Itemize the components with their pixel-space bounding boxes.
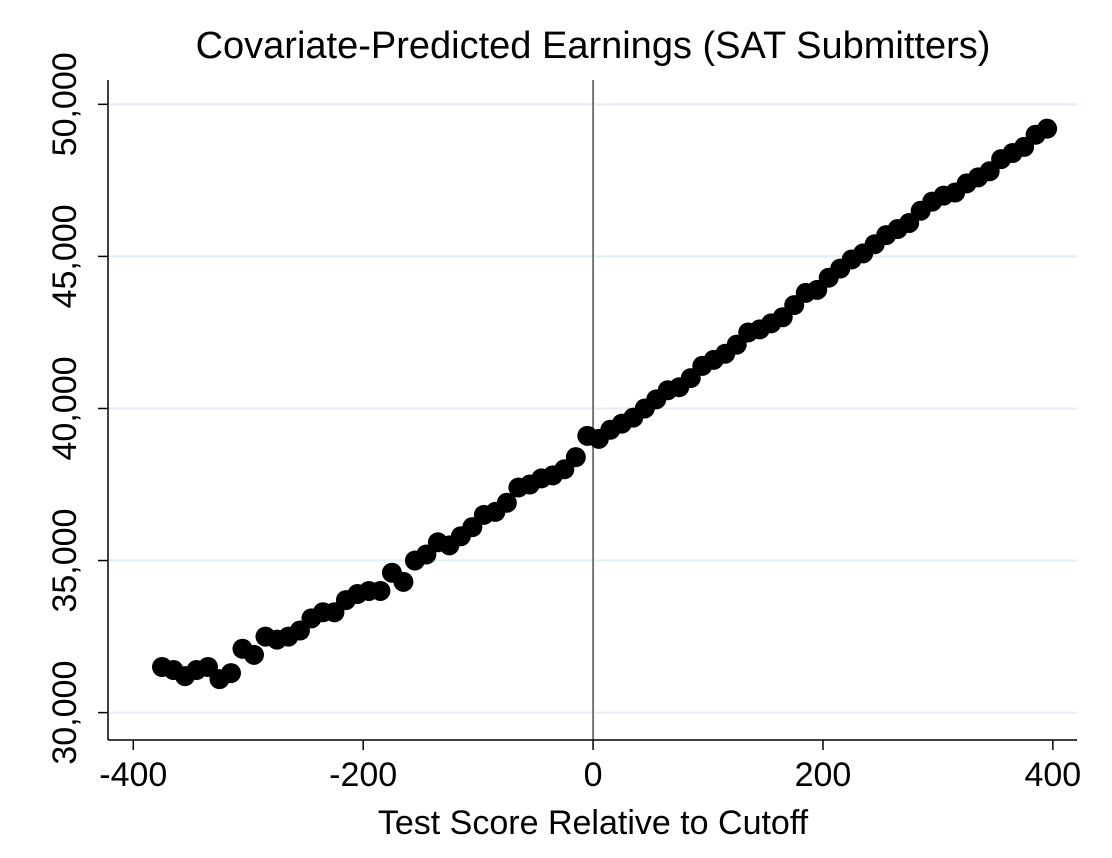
point: [220, 663, 241, 684]
y-tick-label: 35,000: [46, 509, 84, 613]
point: [243, 644, 264, 665]
chart-title: Covariate-Predicted Earnings (SAT Submit…: [196, 25, 991, 67]
y-tick-label: 40,000: [46, 356, 84, 460]
x-axis-label: Test Score Relative to Cutoff: [378, 804, 809, 842]
x-tick-label: -400: [99, 756, 167, 794]
x-tick-label: -200: [329, 756, 397, 794]
y-tick-label: 50,000: [46, 52, 84, 156]
x-tick-label: 200: [795, 756, 852, 794]
point: [393, 571, 414, 592]
y-tick-label: 45,000: [46, 204, 84, 308]
x-tick-label: 400: [1024, 756, 1081, 794]
y-tick-label: 30,000: [46, 661, 84, 765]
point: [1037, 118, 1058, 139]
point: [496, 492, 517, 513]
x-tick-label: 0: [584, 756, 603, 794]
point: [370, 580, 391, 601]
point: [565, 447, 586, 468]
